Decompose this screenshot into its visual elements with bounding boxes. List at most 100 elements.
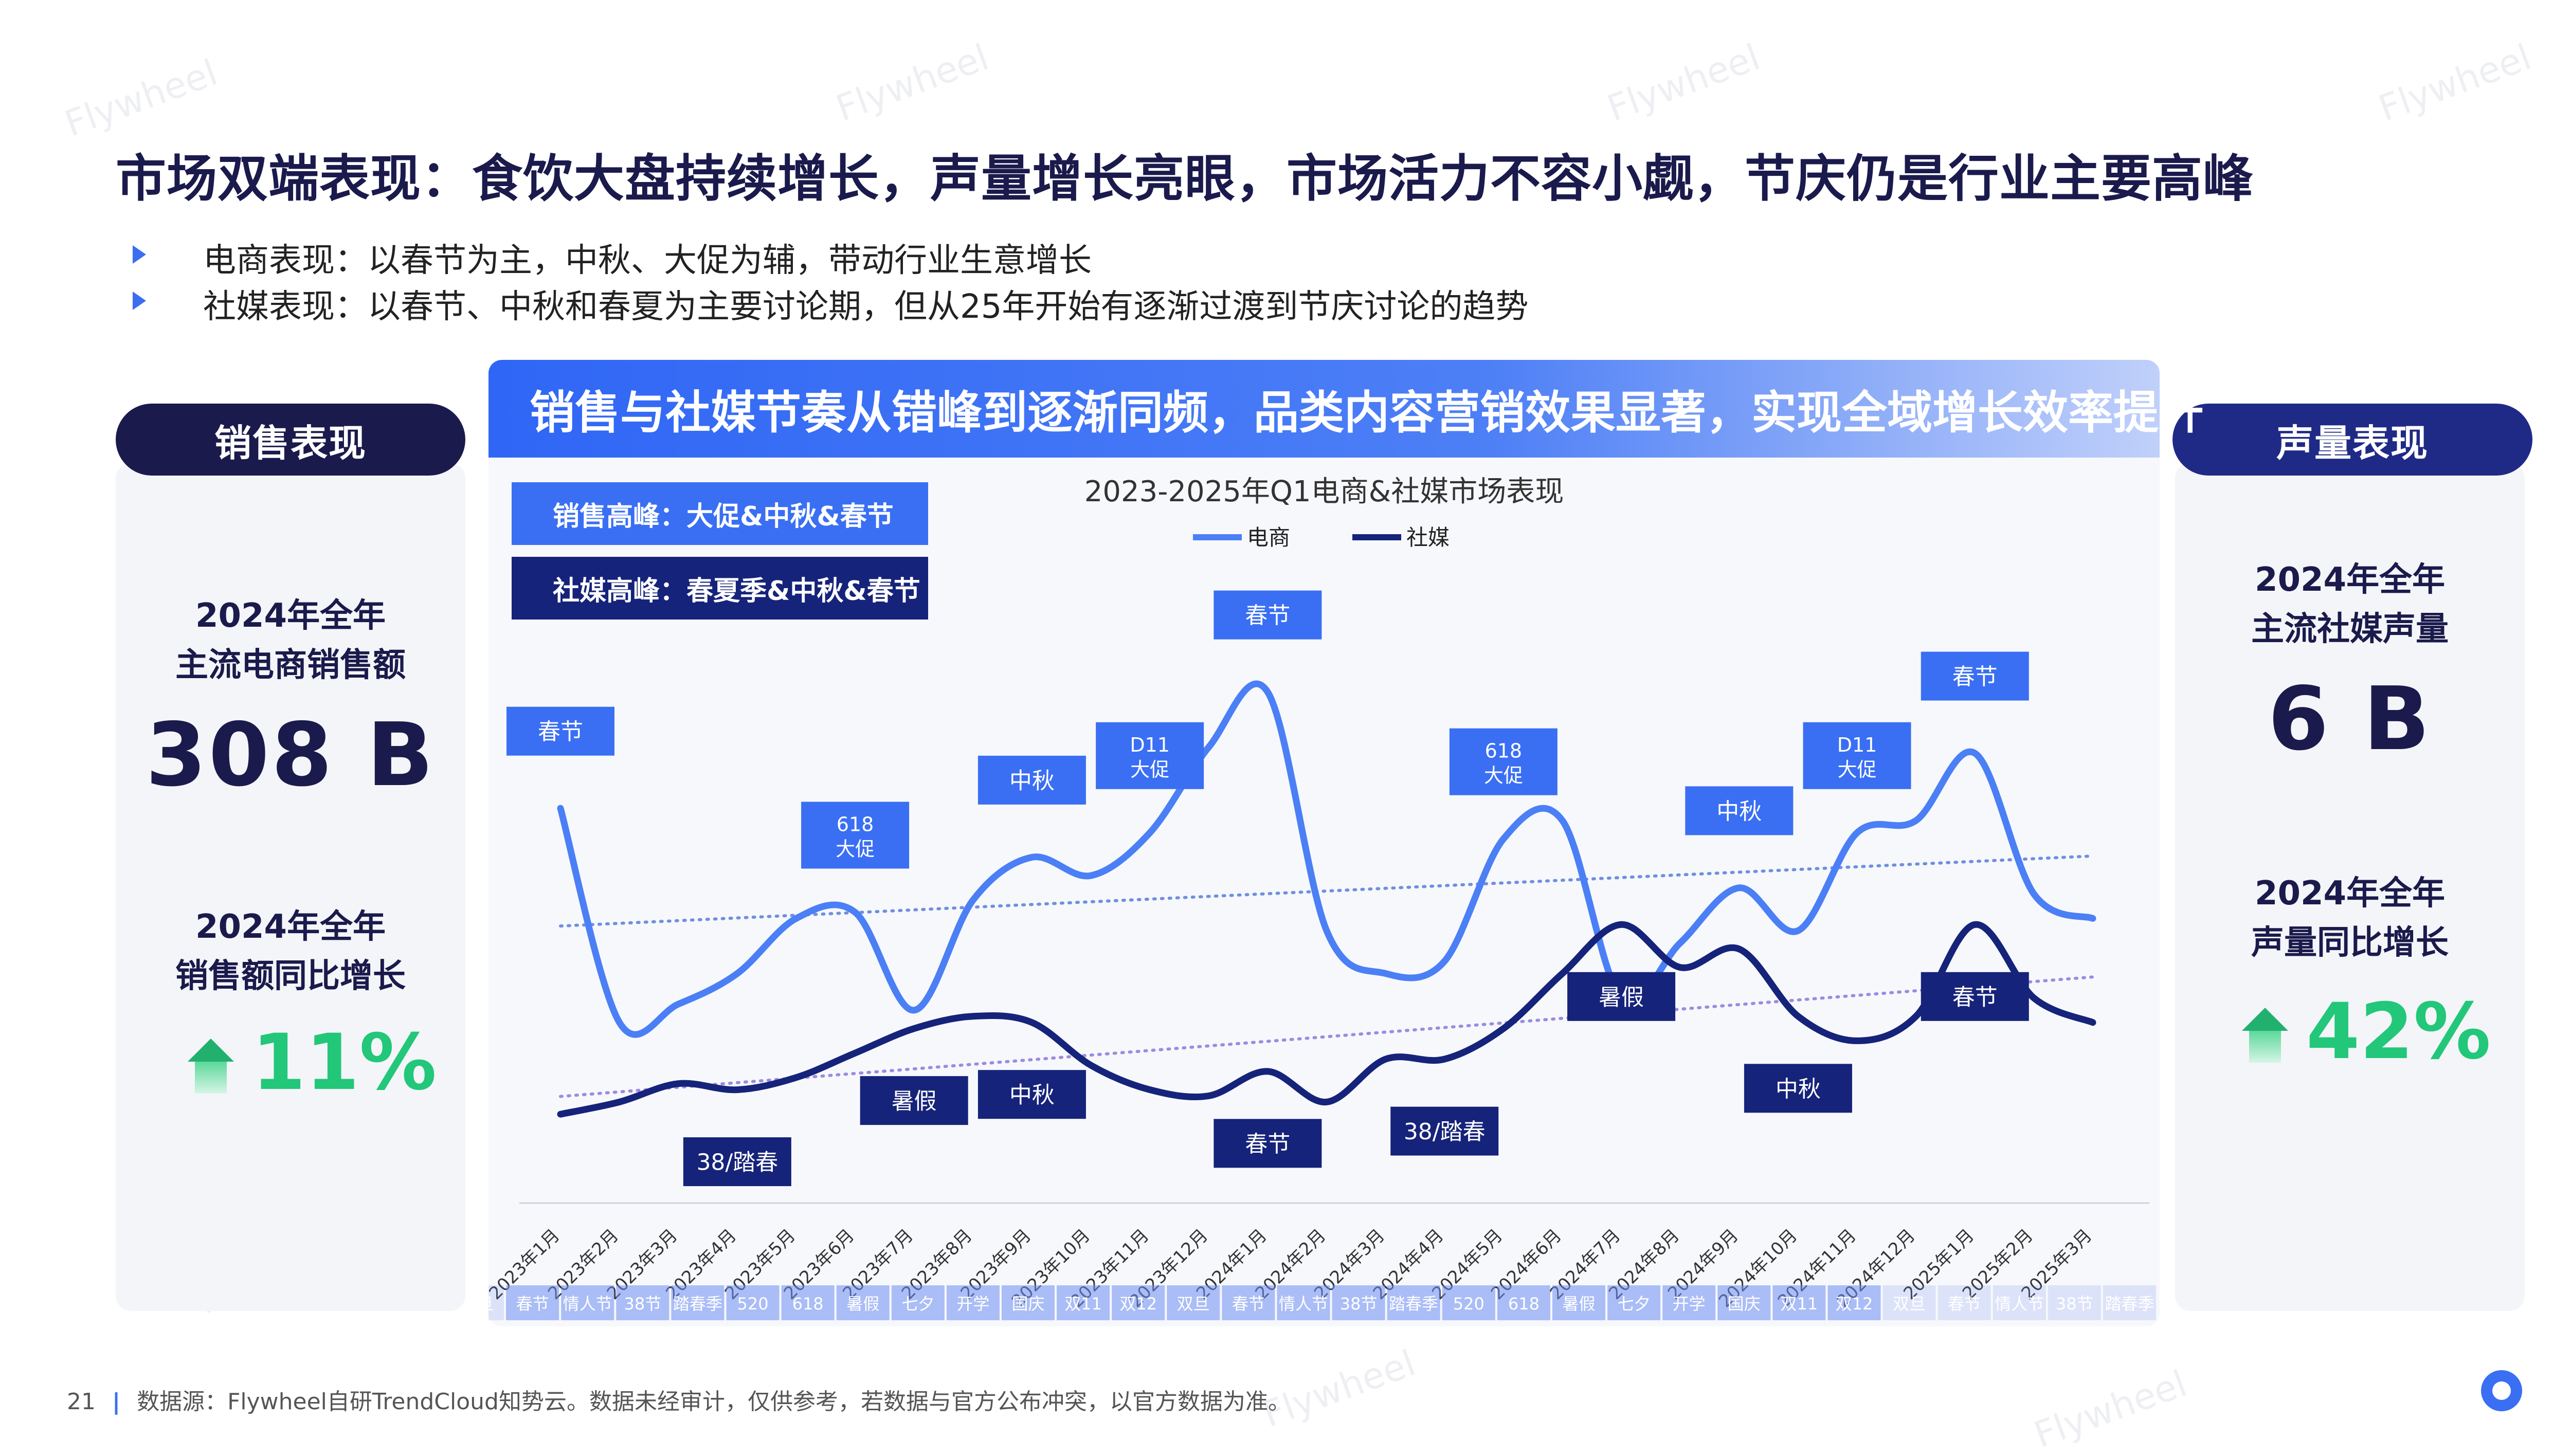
trendline [559, 975, 2094, 1098]
festival-cell [671, 1285, 725, 1320]
festival-cell [2048, 1285, 2101, 1320]
festival-label: 情人节 [1995, 1294, 2044, 1314]
festival-cell [1772, 1285, 1826, 1320]
watermark: Flywheel [2373, 35, 2537, 130]
festival-cell [891, 1285, 945, 1320]
annotation-box [1096, 722, 1204, 789]
festival-label: 双旦 [1177, 1294, 1210, 1314]
annotation-label: 中秋 [1009, 768, 1055, 794]
festival-cell [616, 1285, 669, 1320]
festival-cell [1332, 1285, 1385, 1320]
bullet-social: 社媒表现：以春节、中秋和春夏为主要讨论期，但从25年开始有逐渐过渡到节庆讨论的趋… [203, 288, 1529, 326]
festival-cell [1662, 1285, 1716, 1320]
festival-label: 双12 [1836, 1294, 1873, 1314]
annotation-label: 38/踏春 [1404, 1119, 1486, 1145]
festival-cell [1993, 1285, 2046, 1320]
festival-cell [1607, 1285, 1661, 1320]
festival-label: 38节 [2056, 1294, 2093, 1314]
annotation-label: 大促 [836, 838, 875, 861]
sales-total-label: 2024年全年 主流电商销售额 [175, 597, 406, 684]
festival-cell [1167, 1285, 1220, 1320]
festival-cell [1387, 1285, 1440, 1320]
annotation-label: 春节 [1952, 984, 1998, 1010]
legend-label: 社媒 [1406, 525, 1450, 550]
annotation-label: D11 [1130, 734, 1170, 756]
annotation-label: 中秋 [1716, 798, 1762, 825]
arrow-up-icon [188, 1039, 234, 1094]
annotation-label: D11 [1837, 734, 1877, 756]
festival-cell [1497, 1285, 1550, 1320]
annotation-box [860, 1076, 968, 1125]
annotation-box [683, 1137, 791, 1187]
sales-peak-box: 销售高峰：大促&中秋&春节 [512, 482, 928, 545]
festival-label: 七夕 [1618, 1294, 1651, 1314]
festival-cell [1882, 1285, 1936, 1320]
flywheel-logo-icon [2481, 1370, 2522, 1411]
festival-label: 开学 [956, 1294, 989, 1314]
festival-label: 双12 [1119, 1294, 1157, 1314]
festival-cell [1057, 1285, 1110, 1320]
festival-label: 踏春季 [1389, 1294, 1438, 1314]
festival-label: 七夕 [901, 1294, 934, 1314]
festival-cell [1552, 1285, 1606, 1320]
annotation-box [1214, 1119, 1322, 1168]
festival-cell [488, 1285, 504, 1320]
festival-label: 520 [737, 1294, 768, 1314]
series-line-ecom [557, 680, 2096, 1038]
festival-label: 国庆 [1728, 1294, 1761, 1314]
festival-label: 国庆 [1012, 1294, 1045, 1314]
annotation-label: 中秋 [1776, 1076, 1821, 1102]
chart-title: 2023-2025年Q1电商&社媒市场表现 [1084, 475, 1564, 508]
voice-header: 声量表现 [2172, 404, 2532, 476]
festival-cell [561, 1285, 614, 1320]
annotation-box [1214, 590, 1322, 640]
festival-cell [836, 1285, 890, 1320]
annotation-label: 春节 [1952, 664, 1998, 690]
voice-growth-value: 42% [2306, 987, 2491, 1077]
annotation-label: 中秋 [1009, 1082, 1055, 1108]
annotation-label: 春节 [538, 719, 583, 745]
bullet-marker [133, 245, 146, 264]
festival-label: 双旦 [1893, 1294, 1926, 1314]
festival-label: 暑假 [1562, 1294, 1595, 1314]
annotation-box [1744, 1064, 1852, 1113]
festival-label: 开学 [1673, 1294, 1706, 1314]
annotation-label: 春节 [1245, 1131, 1290, 1157]
festival-label: 暑假 [846, 1294, 879, 1314]
annotation-box [1390, 1106, 1499, 1156]
festival-cell [506, 1285, 559, 1320]
bullet-marker [133, 292, 146, 310]
sales-total-value: 308 B [146, 704, 436, 806]
festival-cell [1001, 1285, 1055, 1320]
annotation-label: 大促 [1838, 758, 1877, 781]
voice-total-label: 2024年全年 主流社媒声量 [2251, 561, 2449, 648]
annotation-label: 暑假 [1599, 984, 1644, 1010]
page-number: 21 [67, 1389, 96, 1415]
festival-label: 双11 [1064, 1294, 1102, 1314]
festival-cell [1717, 1285, 1771, 1320]
annotation-box [1921, 651, 2029, 701]
watermark: Flywheel [1602, 35, 1766, 130]
festival-label: 春节 [1232, 1294, 1265, 1314]
annotation-box [1921, 972, 2029, 1021]
festival-label: 双11 [1781, 1294, 1818, 1314]
festival-label: 双旦 [488, 1294, 494, 1314]
festival-cell [1938, 1285, 1991, 1320]
bullet-ecom: 电商表现：以春节为主，中秋、大促为辅，带动行业生意增长 [203, 242, 1092, 280]
annotation-label: 618 [837, 813, 874, 836]
festival-label: 春节 [1948, 1294, 1981, 1314]
sales-growth-label: 2024年全年 销售额同比增长 [175, 908, 406, 995]
sales-panel [116, 463, 465, 1311]
trendline [559, 854, 2094, 928]
watermark: Flywheel [2029, 1362, 2193, 1456]
festival-label: 618 [1508, 1294, 1540, 1314]
festival-label: 520 [1453, 1294, 1484, 1314]
annotation-box [977, 755, 1086, 805]
footer: 21 | 数据源：Flywheel自研TrendCloud知势云。数据未经审计，… [67, 1389, 1291, 1415]
annotation-box [1803, 722, 1911, 789]
festival-label: 情人节 [563, 1294, 612, 1314]
social-peak-box: 社媒高峰：春夏季&中秋&春节 [512, 557, 928, 620]
festival-cell [1827, 1285, 1881, 1320]
sales-growth-value: 11% [252, 1018, 437, 1107]
annotation-box [1449, 728, 1558, 795]
